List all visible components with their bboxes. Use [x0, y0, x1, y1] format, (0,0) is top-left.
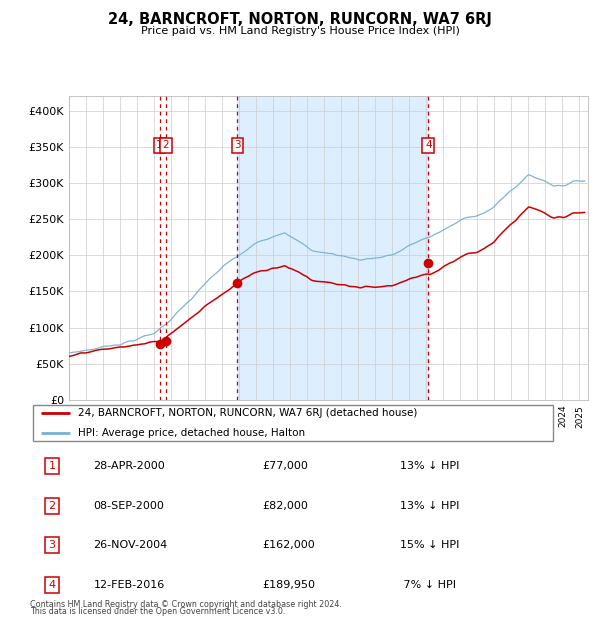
- Text: Price paid vs. HM Land Registry's House Price Index (HPI): Price paid vs. HM Land Registry's House …: [140, 26, 460, 36]
- Text: 3: 3: [49, 540, 56, 550]
- Text: 1: 1: [156, 140, 163, 150]
- Text: 4: 4: [425, 140, 431, 150]
- Text: 2: 2: [49, 501, 56, 511]
- Text: This data is licensed under the Open Government Licence v3.0.: This data is licensed under the Open Gov…: [30, 607, 286, 616]
- Text: 1: 1: [49, 461, 56, 471]
- Text: £77,000: £77,000: [262, 461, 308, 471]
- Text: HPI: Average price, detached house, Halton: HPI: Average price, detached house, Halt…: [77, 428, 305, 438]
- Text: 24, BARNCROFT, NORTON, RUNCORN, WA7 6RJ: 24, BARNCROFT, NORTON, RUNCORN, WA7 6RJ: [108, 12, 492, 27]
- FancyBboxPatch shape: [32, 405, 553, 441]
- Text: 12-FEB-2016: 12-FEB-2016: [94, 580, 165, 590]
- Text: 26-NOV-2004: 26-NOV-2004: [94, 540, 168, 550]
- Text: £189,950: £189,950: [262, 580, 315, 590]
- Text: 08-SEP-2000: 08-SEP-2000: [94, 501, 164, 511]
- Bar: [238, 96, 428, 400]
- Text: 2: 2: [163, 140, 169, 150]
- Text: £162,000: £162,000: [262, 540, 314, 550]
- Text: 24, BARNCROFT, NORTON, RUNCORN, WA7 6RJ (detached house): 24, BARNCROFT, NORTON, RUNCORN, WA7 6RJ …: [77, 408, 417, 418]
- Text: 7% ↓ HPI: 7% ↓ HPI: [400, 580, 456, 590]
- Text: 3: 3: [234, 140, 241, 150]
- Text: 15% ↓ HPI: 15% ↓ HPI: [400, 540, 459, 550]
- Text: 28-APR-2000: 28-APR-2000: [94, 461, 165, 471]
- Text: Contains HM Land Registry data © Crown copyright and database right 2024.: Contains HM Land Registry data © Crown c…: [30, 600, 342, 609]
- Text: £82,000: £82,000: [262, 501, 308, 511]
- Text: 13% ↓ HPI: 13% ↓ HPI: [400, 501, 459, 511]
- Text: 13% ↓ HPI: 13% ↓ HPI: [400, 461, 459, 471]
- Text: 4: 4: [49, 580, 56, 590]
